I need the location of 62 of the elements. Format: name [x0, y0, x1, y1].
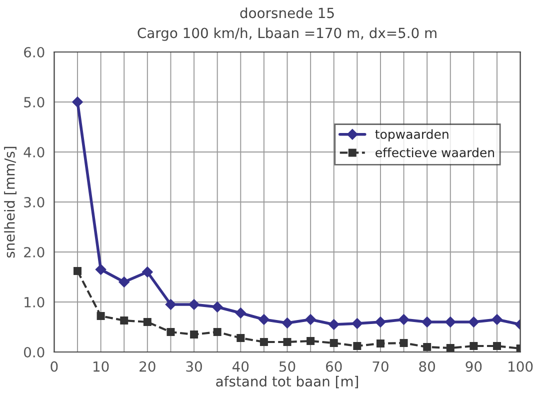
- point: [330, 339, 338, 347]
- point: [165, 299, 176, 310]
- point: [96, 312, 105, 320]
- y-tick-label: 2.0: [24, 246, 44, 258]
- point: [353, 342, 362, 350]
- point: [492, 314, 502, 325]
- point: [213, 328, 222, 336]
- point: [444, 316, 456, 328]
- point: [95, 264, 106, 275]
- x-tick-label: 100: [508, 361, 533, 372]
- y-tick-label: 1.0: [24, 296, 44, 308]
- point: [143, 318, 152, 326]
- x-tick-label: 60: [326, 361, 342, 372]
- point: [446, 344, 454, 352]
- x-tick-label: 90: [466, 361, 482, 372]
- x-axis-title: afstand tot baan [m]: [216, 376, 358, 388]
- chart-subtitle: Cargo 100 km/h, Lbaan =170 m, dx=5.0 m: [138, 27, 436, 41]
- point: [235, 308, 246, 318]
- point: [400, 339, 408, 347]
- legend-label: effectieve waarden: [376, 148, 494, 158]
- point: [468, 316, 480, 328]
- point: [166, 328, 175, 336]
- chart-title: doorsnede 15: [240, 7, 334, 18]
- point: [375, 316, 386, 328]
- point: [328, 319, 340, 330]
- point: [212, 302, 223, 312]
- point: [305, 314, 316, 325]
- point: [470, 342, 478, 350]
- point: [306, 337, 315, 345]
- point: [282, 318, 293, 328]
- point: [72, 96, 83, 108]
- y-tick-label: 0.0: [24, 346, 44, 358]
- y-tick-label: 6.0: [24, 46, 44, 58]
- point: [398, 314, 410, 325]
- point: [422, 316, 433, 328]
- point: [188, 299, 200, 310]
- x-tick-label: 20: [140, 361, 156, 372]
- x-tick-label: 30: [186, 361, 202, 372]
- point: [352, 318, 363, 329]
- point: [142, 266, 153, 278]
- point: [74, 267, 82, 275]
- point: [236, 334, 245, 342]
- x-tick-label: 80: [419, 361, 436, 372]
- point: [190, 330, 198, 338]
- point: [283, 338, 292, 346]
- point: [118, 276, 130, 288]
- x-tick-label: 70: [372, 361, 388, 372]
- y-axis-title: snelheid [mm/s]: [4, 146, 16, 258]
- point: [120, 316, 128, 324]
- y-tick-label: 3.0: [24, 196, 44, 208]
- y-tick-label: 4.0: [24, 146, 44, 158]
- point: [423, 343, 432, 351]
- point: [376, 340, 384, 348]
- point: [493, 342, 502, 350]
- legend-label: topwaarden: [375, 129, 448, 142]
- x-tick-label: 10: [94, 361, 109, 372]
- x-tick-label: 40: [232, 361, 249, 372]
- y-tick-label: 5.0: [24, 96, 44, 108]
- x-tick-label: 50: [279, 361, 296, 372]
- point: [258, 314, 270, 325]
- point: [260, 338, 268, 346]
- x-tick-label: 0: [50, 361, 58, 372]
